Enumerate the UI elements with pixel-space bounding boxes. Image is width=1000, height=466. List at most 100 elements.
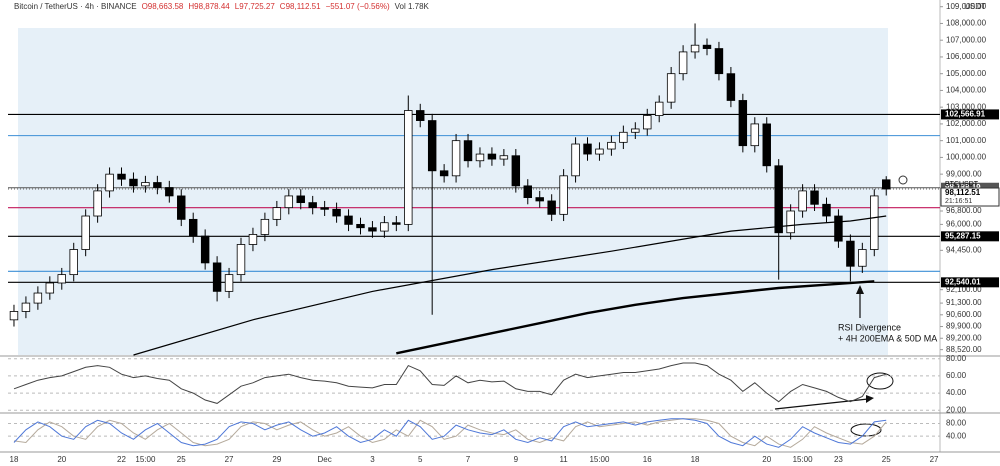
candle-body xyxy=(631,128,640,133)
candle-body xyxy=(619,131,628,143)
x-tick-label: 3 xyxy=(370,455,375,464)
y-tick-label: 80.00 xyxy=(946,354,967,363)
y-tick-label: 96,000.00 xyxy=(946,219,982,228)
candle-body xyxy=(583,143,592,155)
ohlc: H98,878.44 xyxy=(188,2,230,11)
candle-body xyxy=(654,101,664,116)
x-tick-label: 16 xyxy=(643,455,652,464)
y-tick-label: 109,000.00 xyxy=(946,2,987,11)
x-tick-label: 18 xyxy=(691,455,700,464)
y-tick-label: 101,000.00 xyxy=(946,136,987,145)
candle-body xyxy=(858,249,867,267)
x-tick-label: 18 xyxy=(10,455,19,464)
candle-body xyxy=(714,48,724,75)
y-tick-label: 90,600.00 xyxy=(946,310,982,319)
candle-body xyxy=(439,170,449,177)
candle-body xyxy=(666,73,676,103)
candle-body xyxy=(141,182,150,187)
y-tick-label: 100,000.00 xyxy=(946,153,987,162)
candle-body xyxy=(762,123,771,167)
arrow-head xyxy=(856,285,864,294)
x-tick-label: 20 xyxy=(57,455,66,464)
candle-body xyxy=(284,195,294,209)
last-price-label: 98,112.51 xyxy=(945,188,981,197)
candle-body xyxy=(21,302,31,312)
candle-body xyxy=(356,223,365,229)
symbol-title: Bitcoin / TetherUS · 4h · BINANCE xyxy=(14,2,137,11)
candle-body xyxy=(296,195,305,204)
x-tick-label: 29 xyxy=(272,455,281,464)
candle-body xyxy=(451,140,461,177)
candle-body xyxy=(45,282,55,294)
symbol-label: BTCUSDT xyxy=(945,181,979,188)
candle-body xyxy=(188,218,198,237)
candle-body xyxy=(774,165,783,234)
candle-body xyxy=(738,100,748,147)
annotation: RSI Divergence xyxy=(838,322,901,332)
x-tick-label: 11 xyxy=(559,455,568,464)
candle-body xyxy=(798,190,807,212)
candle-body xyxy=(726,73,736,101)
x-tick-label: 5 xyxy=(418,455,423,464)
candle-body xyxy=(427,120,437,172)
stoch-k xyxy=(13,418,887,448)
candle-body xyxy=(523,185,532,198)
arrow-head xyxy=(866,395,874,403)
y-tick-label: 103,000.00 xyxy=(946,102,987,111)
x-tick-label: 15:00 xyxy=(135,455,156,464)
level-label-box xyxy=(941,231,999,242)
x-tick-label: 23 xyxy=(834,455,843,464)
candle-body xyxy=(416,110,425,121)
candle-body xyxy=(212,262,222,292)
candle-body xyxy=(57,274,66,284)
ohlc: O98,663.58 xyxy=(141,2,184,11)
candle-body xyxy=(260,218,270,235)
candle-body xyxy=(224,274,234,292)
x-tick-label: 9 xyxy=(514,455,519,464)
level-label: 102,566.91 xyxy=(945,110,986,119)
candle-body xyxy=(643,115,652,130)
candle-body xyxy=(595,148,604,155)
candle-body xyxy=(547,200,556,215)
candle-body xyxy=(368,227,377,232)
candle-body xyxy=(153,182,162,188)
candle-body xyxy=(882,179,891,190)
moving-average xyxy=(133,215,887,356)
candle-body xyxy=(475,153,485,162)
candle-body xyxy=(786,210,795,234)
candle-body xyxy=(559,175,568,215)
candle-body xyxy=(404,110,413,225)
y-tick-label: 94,450.00 xyxy=(946,245,982,254)
range-zone xyxy=(18,28,888,355)
candle-body xyxy=(870,195,879,250)
x-tick-label: 25 xyxy=(882,455,891,464)
level-label-box xyxy=(941,277,999,288)
change: −551.07 (−0.56%) xyxy=(325,2,390,11)
y-tick-label: 107,000.00 xyxy=(946,35,987,44)
candle-body xyxy=(9,311,19,321)
candle-body xyxy=(499,155,509,160)
candle-body xyxy=(117,173,126,180)
candle-body xyxy=(129,178,138,187)
candle-body xyxy=(392,222,401,225)
y-tick-label: 102,000.00 xyxy=(946,119,987,128)
y-tick-label: 104,000.00 xyxy=(946,86,987,95)
candle-body xyxy=(33,292,43,304)
x-tick-label: Dec xyxy=(318,455,332,464)
candle-body xyxy=(690,44,700,53)
candle-body xyxy=(810,190,819,205)
countdown: 21:16:51 xyxy=(945,198,972,205)
level-label: 95,287.15 xyxy=(945,231,981,240)
candle-body xyxy=(487,153,497,160)
ohlc: L97,725.27 xyxy=(234,2,275,11)
eye-icon[interactable] xyxy=(898,175,908,185)
candle-body xyxy=(607,141,616,150)
y-tick-label: 40.00 xyxy=(946,431,967,440)
y-tick-label: 92,100.00 xyxy=(946,285,982,294)
x-tick-label: 22 xyxy=(117,455,126,464)
candle-body xyxy=(511,155,521,187)
candle-body xyxy=(105,173,114,192)
volume: Vol 1.78K xyxy=(394,2,429,11)
candle-body xyxy=(248,234,258,245)
